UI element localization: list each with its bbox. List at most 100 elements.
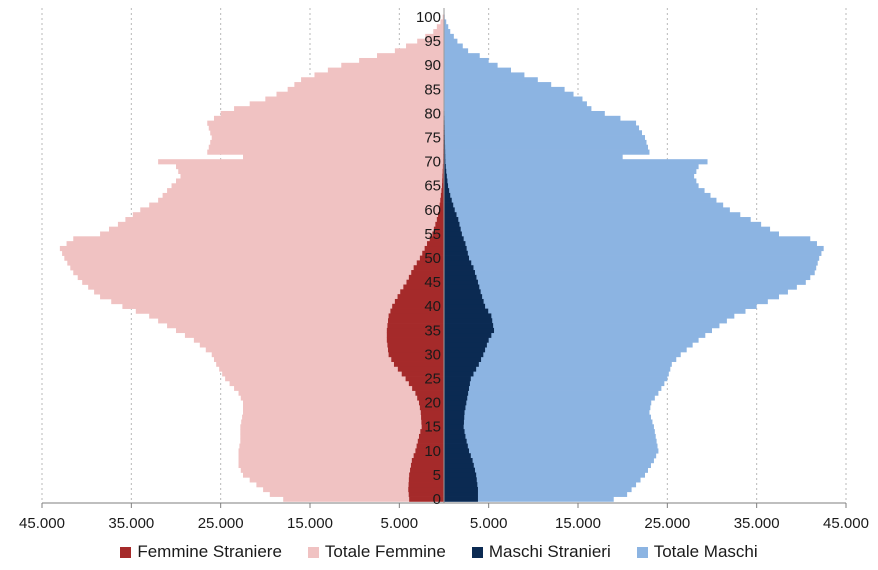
bar (387, 323, 444, 329)
bar (167, 188, 444, 194)
bar (444, 236, 464, 242)
bar (444, 48, 469, 54)
bar (234, 385, 444, 391)
bar (176, 178, 444, 184)
bar (444, 327, 712, 334)
bar (444, 144, 648, 150)
bar (444, 405, 651, 411)
bar (444, 433, 466, 440)
bar (234, 106, 444, 112)
bar (444, 308, 489, 314)
bar (420, 409, 444, 415)
bar (444, 409, 465, 415)
age-tick-label: 80 (424, 105, 441, 122)
x-tick-label: 25.000 (198, 515, 244, 532)
bar (387, 342, 444, 348)
bar (444, 86, 565, 93)
bar (444, 453, 471, 459)
bar (444, 72, 525, 78)
bar (444, 29, 451, 35)
bar (440, 19, 444, 25)
bar (444, 438, 657, 444)
age-tick-label: 90 (424, 57, 441, 74)
bar (327, 67, 444, 73)
age-tick-label: 65 (424, 178, 441, 195)
bar (62, 250, 444, 256)
bar (265, 96, 444, 102)
bar (444, 43, 463, 49)
bar (444, 212, 741, 218)
legend-swatch (636, 546, 648, 558)
legend-item: Maschi Stranieri (471, 542, 611, 562)
bar (418, 433, 444, 440)
bar (243, 400, 444, 406)
bar (67, 260, 444, 266)
bar (225, 376, 444, 382)
age-tick-label: 85 (424, 81, 441, 98)
bar (444, 110, 605, 117)
bar (238, 462, 444, 469)
bar (205, 347, 444, 353)
age-tick-label: 0 (433, 491, 441, 508)
bar (243, 409, 444, 415)
bar (386, 337, 444, 343)
bar (394, 48, 444, 54)
bar (444, 294, 779, 300)
bar (444, 467, 475, 473)
bar (109, 226, 444, 232)
bar (444, 313, 735, 319)
legend-label: Maschi Stranieri (488, 542, 611, 561)
bar (415, 390, 444, 396)
bar (433, 226, 444, 232)
bar (444, 361, 479, 367)
legend-swatch (120, 546, 132, 558)
bar (444, 414, 465, 420)
bar (444, 390, 659, 396)
bar (444, 371, 669, 377)
bar (220, 110, 444, 117)
bar (444, 351, 484, 358)
bar (263, 486, 444, 493)
bar (158, 318, 444, 324)
bar (94, 289, 445, 295)
bar (444, 496, 614, 502)
bar (408, 477, 444, 483)
bar (149, 313, 444, 319)
bar (442, 183, 444, 189)
bar (444, 24, 449, 30)
bar (444, 226, 461, 232)
bar (444, 82, 552, 88)
bar (240, 438, 444, 444)
bar (444, 279, 806, 285)
bar (444, 115, 621, 121)
bar (444, 192, 451, 199)
bar (444, 53, 480, 59)
bar (207, 149, 444, 155)
bar (444, 443, 468, 449)
bar (444, 173, 695, 179)
bar (444, 313, 492, 319)
bar (444, 289, 788, 295)
bar (444, 472, 477, 478)
x-axis: 45.000 35.000 25.000 15.000 5.000 5.000 15.000… (19, 502, 869, 532)
bar (392, 303, 444, 309)
bar (444, 419, 653, 425)
bar (411, 270, 444, 276)
bar (240, 424, 444, 430)
bar (444, 250, 822, 256)
series-maschi-stranieri (444, 19, 495, 502)
bar (444, 159, 708, 165)
bar (59, 245, 445, 252)
bar (444, 164, 446, 170)
bar (444, 366, 671, 372)
bar (444, 337, 489, 343)
bar (444, 491, 478, 497)
bar (444, 212, 457, 218)
bar (243, 472, 444, 478)
bar (444, 429, 655, 435)
bar (429, 236, 444, 242)
bar (444, 303, 757, 309)
bar (444, 270, 475, 276)
bar (410, 462, 444, 469)
bar (111, 298, 444, 305)
